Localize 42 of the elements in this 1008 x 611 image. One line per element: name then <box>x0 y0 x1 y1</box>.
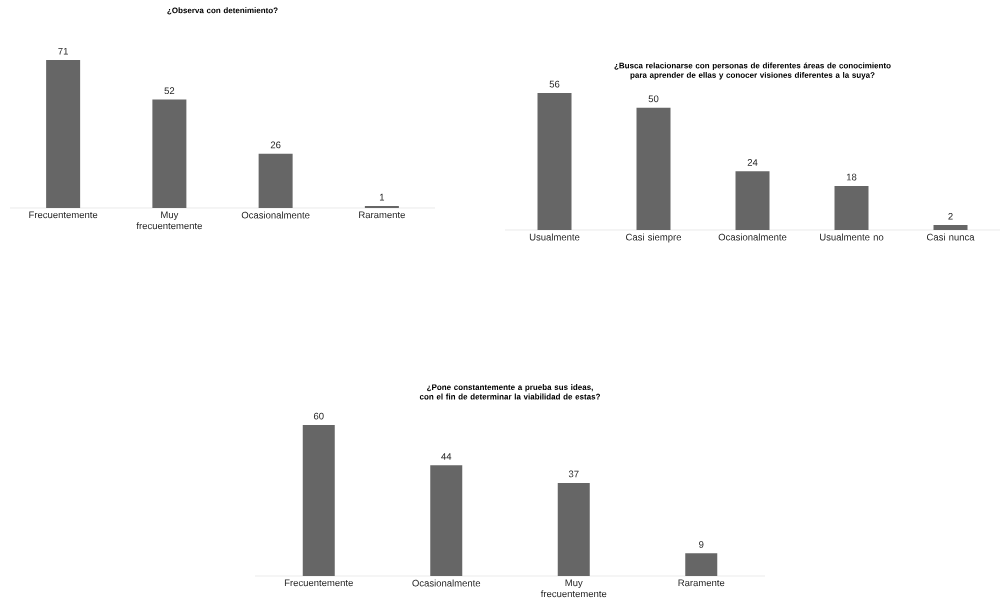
bar <box>430 465 463 576</box>
bar <box>364 205 399 208</box>
data-label: 60 <box>313 412 324 420</box>
x-tick-label: Ocasionalmente <box>241 211 310 219</box>
bar <box>636 107 671 230</box>
bar <box>46 60 81 208</box>
data-label: 37 <box>568 470 579 478</box>
x-tick-label: Ocasionalmente <box>718 233 787 241</box>
chart-title: ¿Pone constantemente a prueba sus ideas, con el fin de determinar la viabilidad de estas? <box>419 384 601 400</box>
data-label: 2 <box>948 212 953 220</box>
data-label: 18 <box>846 173 857 181</box>
data-label: 44 <box>441 453 452 460</box>
data-label: 9 <box>699 541 704 548</box>
bar <box>834 185 869 230</box>
x-tick-label: Frecuentemente <box>284 579 353 587</box>
chart-title: ¿Observa con detenimiento? <box>167 7 278 15</box>
x-tick-label: Casi siempre <box>626 233 682 243</box>
bar <box>735 171 770 230</box>
data-label: 1 <box>379 193 385 201</box>
data-label: 50 <box>648 95 659 103</box>
bar <box>557 482 590 576</box>
data-label: 52 <box>164 87 175 95</box>
x-tick-label: Ocasionalmente <box>412 579 481 587</box>
x-tick-label: Casi nunca <box>926 233 975 241</box>
bar <box>302 425 335 576</box>
bar <box>685 553 718 576</box>
x-tick-label: Raramente <box>359 211 405 219</box>
bar <box>152 99 187 208</box>
x-tick-label: Usualmente no <box>820 233 884 241</box>
x-tick-label: Frecuentemente <box>29 211 98 219</box>
x-tick-label: Muy frecuentemente <box>136 211 202 230</box>
data-label: 24 <box>747 159 758 166</box>
data-label: 26 <box>270 141 281 149</box>
chart-title: ¿Busca relacionarse con personas de diferentes áreas de conocimiento para aprender de ellas y conocer visiones diferentes a la suya? <box>614 62 891 80</box>
bar <box>258 153 293 208</box>
bar <box>537 93 572 230</box>
bar <box>933 225 968 230</box>
x-tick-label: Muy frecuentemente <box>540 579 607 598</box>
data-label: 56 <box>549 80 560 88</box>
data-label: 71 <box>58 47 68 55</box>
x-tick-label: Raramente <box>678 579 725 587</box>
x-tick-label: Usualmente <box>529 233 580 241</box>
